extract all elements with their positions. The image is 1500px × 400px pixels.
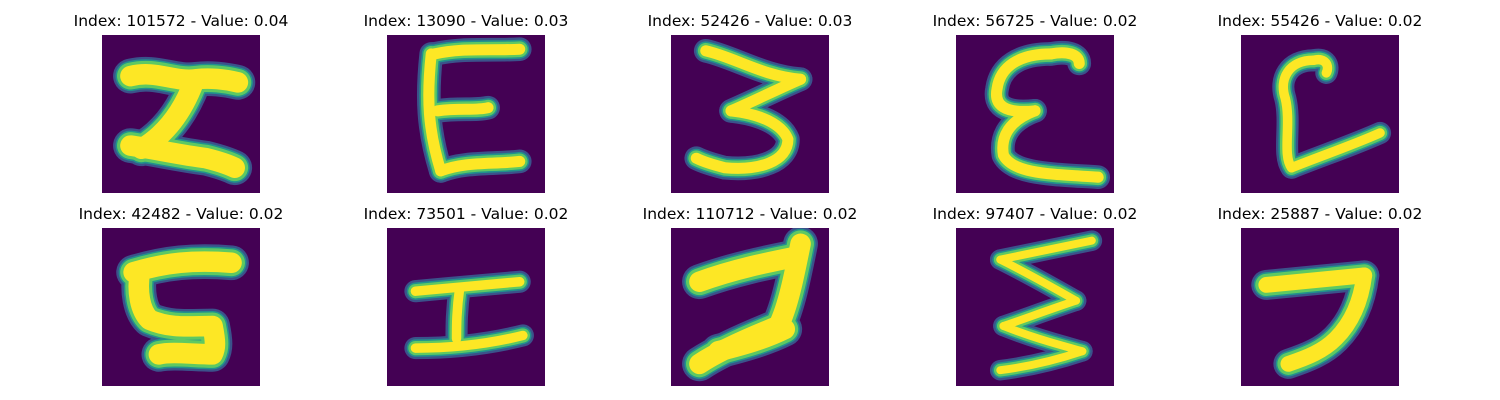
glyph-strokes xyxy=(113,56,256,186)
panel-title: Index: 55426 - Value: 0.02 xyxy=(1217,12,1423,30)
glyph-strokes xyxy=(682,228,818,382)
glyph-stroke xyxy=(1278,55,1319,173)
glyph-stroke xyxy=(1280,267,1373,372)
glyph-stroke xyxy=(996,255,1081,305)
glyph-stroke xyxy=(996,347,1087,375)
glyph-stroke xyxy=(451,283,465,344)
handwritten-glyph-image xyxy=(1241,35,1399,193)
panel-title: Index: 101572 - Value: 0.04 xyxy=(73,12,289,30)
glyph-strokes xyxy=(404,270,534,360)
glyph-strokes xyxy=(989,230,1103,381)
glyph-stroke xyxy=(1258,267,1373,293)
handwritten-glyph-image xyxy=(387,35,545,193)
glyph-stroke xyxy=(1045,47,1085,69)
glyph-stroke xyxy=(120,135,245,178)
handwritten-glyph-image xyxy=(1241,228,1399,386)
glyph-stroke xyxy=(435,155,526,177)
panel-title: Index: 42482 - Value: 0.02 xyxy=(78,205,284,223)
glyph-stroke xyxy=(708,318,796,362)
glyph-strokes xyxy=(416,37,532,183)
handwritten-glyph-image xyxy=(102,228,260,386)
glyph-stroke xyxy=(996,236,1096,264)
glyph-stroke xyxy=(410,330,528,353)
panel-title: Index: 13090 - Value: 0.03 xyxy=(363,12,569,30)
glyph-stroke xyxy=(1286,128,1385,173)
glyph-stroke xyxy=(700,45,807,85)
panel-title: Index: 52426 - Value: 0.03 xyxy=(647,12,853,30)
glyph-stroke xyxy=(423,48,447,177)
panel-title: Index: 97407 - Value: 0.02 xyxy=(932,205,1138,223)
glyph-strokes xyxy=(116,244,249,372)
handwritten-glyph-image xyxy=(671,35,829,193)
panel-title: Index: 25887 - Value: 0.02 xyxy=(1217,205,1423,223)
glyph-strokes xyxy=(1251,260,1380,379)
glyph-stroke xyxy=(991,48,1057,117)
panel-title: Index: 73501 - Value: 0.02 xyxy=(363,205,569,223)
glyph-strokes xyxy=(984,40,1111,190)
glyph-stroke xyxy=(997,105,1104,183)
glyph-stroke xyxy=(1308,54,1333,78)
handwritten-glyph-image xyxy=(956,35,1114,193)
glyph-strokes xyxy=(1272,48,1392,179)
panel-title: Index: 110712 - Value: 0.02 xyxy=(642,205,858,223)
handwritten-glyph-image xyxy=(387,228,545,386)
panel-title: Index: 56725 - Value: 0.02 xyxy=(932,12,1138,30)
glyph-stroke xyxy=(690,105,794,174)
glyph-strokes xyxy=(684,38,813,181)
handwritten-glyph-image xyxy=(102,35,260,193)
handwritten-glyph-image xyxy=(671,228,829,386)
glyph-stroke xyxy=(410,276,525,296)
glyph-stroke xyxy=(428,43,526,60)
glyph-stroke xyxy=(128,261,226,365)
handwritten-glyph-image xyxy=(956,228,1114,386)
glyph-stroke xyxy=(432,102,494,117)
